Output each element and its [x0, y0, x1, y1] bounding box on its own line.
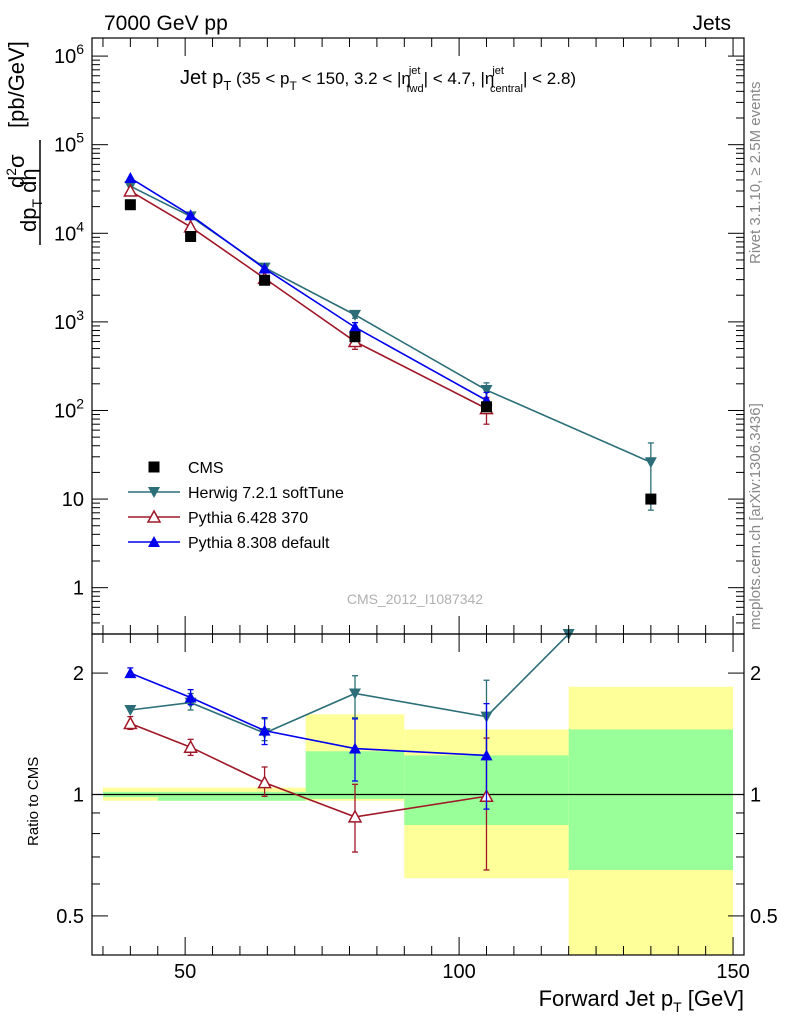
legend-label: Herwig 7.2.1 softTune [188, 485, 344, 502]
pythia8-point [348, 742, 361, 754]
pythia8-point [258, 724, 271, 736]
pythia6-point [347, 809, 363, 823]
legend-label: CMS [188, 460, 224, 477]
y-tick-label-right: 0.5 [750, 906, 778, 928]
lower-y-ticks: 0.5 0.5 1 1 2 2 [56, 663, 778, 956]
svg-text:dpT dη: dpT dη [16, 168, 45, 232]
upper-y-ticks: 1 10 102 103 104 105 106 [54, 41, 744, 635]
upper-ylabel: dpT dη d2σ [pb/GeV] [3, 41, 45, 245]
ratio-panel: 0.5 0.5 1 1 2 2 50 100 150 [56, 38, 778, 983]
header-left: 7000 GeV pp [104, 12, 228, 35]
pythia8-point [124, 667, 137, 679]
pythia6-line [129, 190, 487, 410]
herwig-point [480, 385, 493, 397]
cms-point [259, 274, 271, 286]
watermark: CMS_2012_I1087342 [347, 591, 483, 607]
pythia8-point [258, 262, 271, 274]
y-tick-label: 102 [54, 395, 84, 422]
herwig-line [129, 185, 652, 464]
svg-text:[pb/GeV]: [pb/GeV] [4, 41, 29, 128]
y-tick-label-left: 0.5 [56, 906, 84, 928]
herwig-line [130, 634, 570, 734]
legend-item-cms: CMS [148, 460, 224, 477]
pythia8-point [124, 172, 137, 184]
pythia6-point [123, 715, 138, 730]
legend-marker [148, 461, 160, 473]
legend-marker [148, 487, 160, 498]
y-tick-label: 103 [54, 307, 84, 334]
rivet-label: Rivet 3.1.10, ≥ 2.5M events [747, 82, 764, 265]
legend-item-pythia6: Pythia 6.428 370 [128, 509, 308, 527]
pythia8-point [184, 209, 197, 221]
mcplots-label: mcplots.cern.ch [arXiv:1306.3436] [747, 403, 764, 630]
pythia8-point [348, 321, 361, 333]
y-tick-label-right: 1 [750, 785, 761, 807]
upper-panel: 1 10 102 103 104 105 106 [54, 37, 745, 635]
lower-ylabel: Ratio to CMS [25, 757, 42, 846]
legend-item-pythia8: Pythia 8.308 default [128, 535, 330, 552]
pythia6-point [183, 739, 198, 753]
x-tick-label: 150 [716, 961, 749, 983]
x-axis-title: Forward Jet pT [GeV] [539, 986, 744, 1015]
chart-title: Jet pT (35 < pT < 150, 3.2 < |ηjet fwd| <… [180, 65, 576, 95]
header-right: Jets [692, 12, 731, 35]
herwig-point [124, 704, 137, 716]
ratio-band-green [568, 729, 734, 870]
x-tick-label: 100 [442, 961, 475, 983]
herwig-point [644, 457, 657, 469]
legend: CMS Herwig 7.2.1 softTune Pythia 6.428 370… [128, 460, 344, 552]
y-tick-label: 10 [62, 489, 84, 511]
herwig-point [348, 309, 361, 321]
legend-marker [148, 536, 160, 547]
pythia6-point [123, 183, 138, 197]
svg-text:d2σ: d2σ [3, 154, 29, 188]
y-tick-label-right: 2 [750, 663, 761, 685]
pythia8-line [129, 177, 487, 402]
legend-marker [146, 509, 162, 523]
pythia8-point [480, 749, 493, 761]
y-tick-label: 104 [54, 218, 84, 245]
cms-point [645, 493, 657, 505]
x-tick-label: 50 [174, 961, 196, 983]
legend-label: Pythia 8.308 default [188, 535, 330, 552]
x-ticks: 50 100 150 [102, 38, 750, 983]
pythia6-point [257, 775, 272, 789]
y-tick-label: 1 [73, 578, 84, 600]
herwig-point [348, 688, 361, 700]
cms-point [349, 331, 361, 343]
y-tick-label: 105 [54, 130, 84, 157]
ratio-band-green [157, 791, 224, 801]
pythia8-point [184, 691, 197, 703]
legend-item-herwig: Herwig 7.2.1 softTune [128, 485, 344, 502]
y-tick-label-left: 2 [73, 663, 84, 685]
cms-point [185, 230, 197, 242]
pythia6-point [183, 219, 198, 233]
legend-label: Pythia 6.428 370 [188, 510, 308, 527]
cms-point [124, 199, 136, 211]
y-tick-label-left: 1 [73, 785, 84, 807]
y-tick-label: 106 [54, 41, 84, 68]
cms-point [480, 401, 492, 413]
